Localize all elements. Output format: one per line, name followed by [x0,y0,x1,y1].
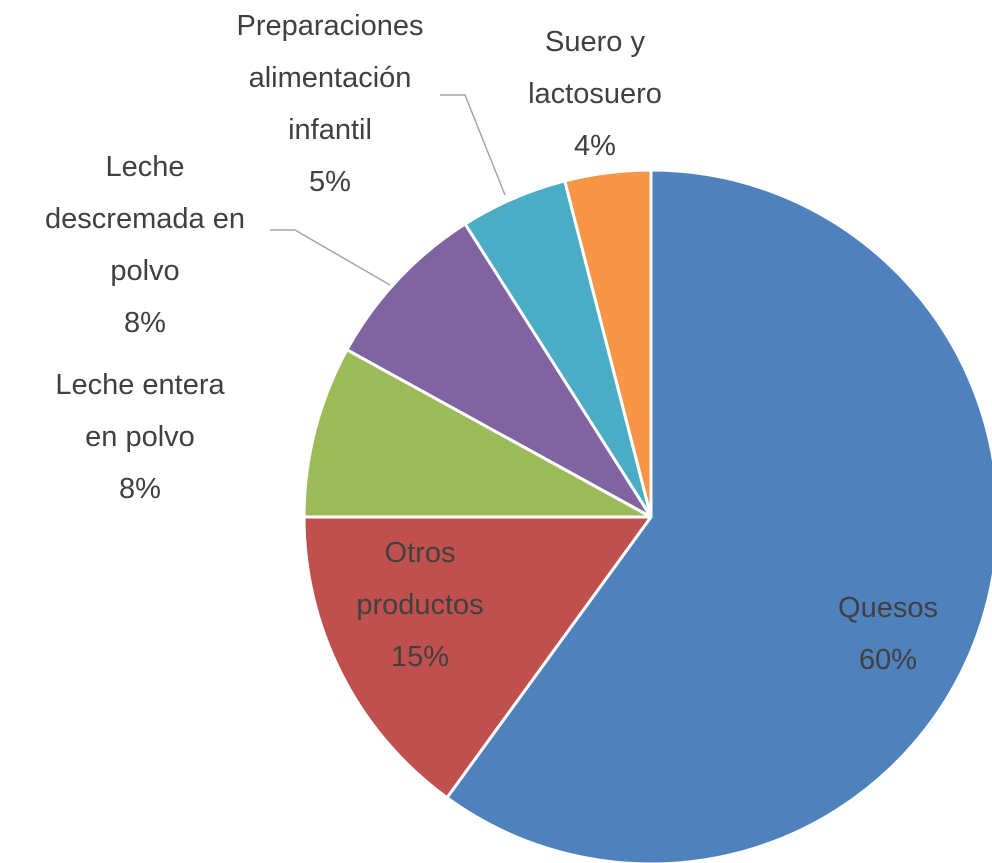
value-label: 8% [119,473,161,505]
category-label: Leche entera en polvo [55,369,225,453]
slice-label: Otros productos 15% [330,527,510,683]
leader-line [270,229,391,286]
slice-label: Leche descremada en polvo 8% [30,141,260,349]
value-label: 8% [124,307,166,339]
leader-line [440,94,506,196]
value-label: 15% [390,641,450,673]
slice-label: Leche entera en polvo 8% [40,359,240,515]
slice-label: Suero y lactosuero 4% [495,16,695,172]
category-label: Suero y lactosuero [528,26,662,110]
pie-slice [444,168,992,863]
value-label: 4% [574,130,616,162]
value-label: 5% [309,166,351,198]
category-label: Otros productos [356,537,484,621]
category-label: Leche descremada en polvo [45,151,245,287]
value-label: 60% [858,644,918,676]
pie-slice [344,221,653,519]
pie-slice [302,347,652,519]
slice-label: Preparaciones alimentación infantil 5% [210,0,450,208]
category-label: Preparaciones alimentación infantil [236,10,424,146]
slice-label: Quesos 60% [808,582,968,686]
category-label: Quesos [838,592,938,624]
pie-slice [302,515,654,800]
